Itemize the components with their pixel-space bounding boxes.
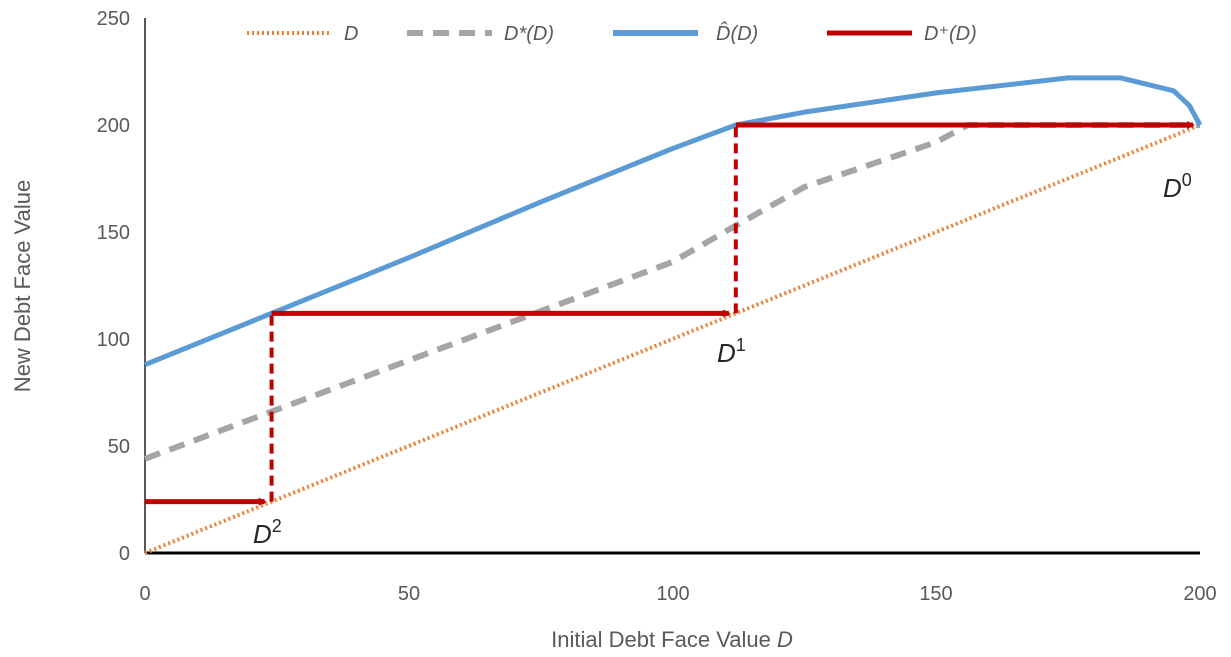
- y-tick-label: 100: [97, 329, 130, 351]
- y-tick-label: 0: [119, 543, 130, 565]
- annotation-d0: D0: [1163, 170, 1192, 203]
- legend-label: D*(D): [504, 23, 554, 45]
- plot-area: 0 50 100 150 200 250 0 50 100 150 200 D0…: [97, 8, 1217, 605]
- x-tick-label: 100: [656, 583, 689, 605]
- series-line-1: [145, 125, 1200, 459]
- legend-label: D̂(D): [716, 22, 758, 45]
- y-tick-label: 50: [108, 436, 130, 458]
- x-tick-label: 200: [1183, 583, 1216, 605]
- x-tick-label: 0: [139, 583, 150, 605]
- series-line-2: [145, 78, 1200, 365]
- y-axis-title: New Debt Face Value: [10, 180, 35, 392]
- y-tick-label: 200: [97, 115, 130, 137]
- annotations: D0 D1 D2: [253, 170, 1192, 549]
- y-axis-ticks: 0 50 100 150 200 250: [97, 8, 130, 565]
- y-tick-label: 250: [97, 8, 130, 30]
- x-axis-ticks: 0 50 100 150 200: [139, 583, 1216, 605]
- series-layer: [145, 78, 1200, 553]
- series-line-0: [145, 125, 1200, 553]
- legend-label: D: [344, 23, 358, 45]
- legend-label: D⁺(D): [924, 23, 977, 45]
- legend: D D*(D) D̂(D) D⁺(D): [247, 22, 977, 45]
- annotation-d1: D1: [717, 335, 746, 368]
- y-tick-label: 150: [97, 222, 130, 244]
- annotation-d2: D2: [253, 516, 282, 549]
- x-tick-label: 150: [919, 583, 952, 605]
- x-tick-label: 50: [398, 583, 420, 605]
- x-axis-title: Initial Debt Face Value D: [551, 627, 793, 652]
